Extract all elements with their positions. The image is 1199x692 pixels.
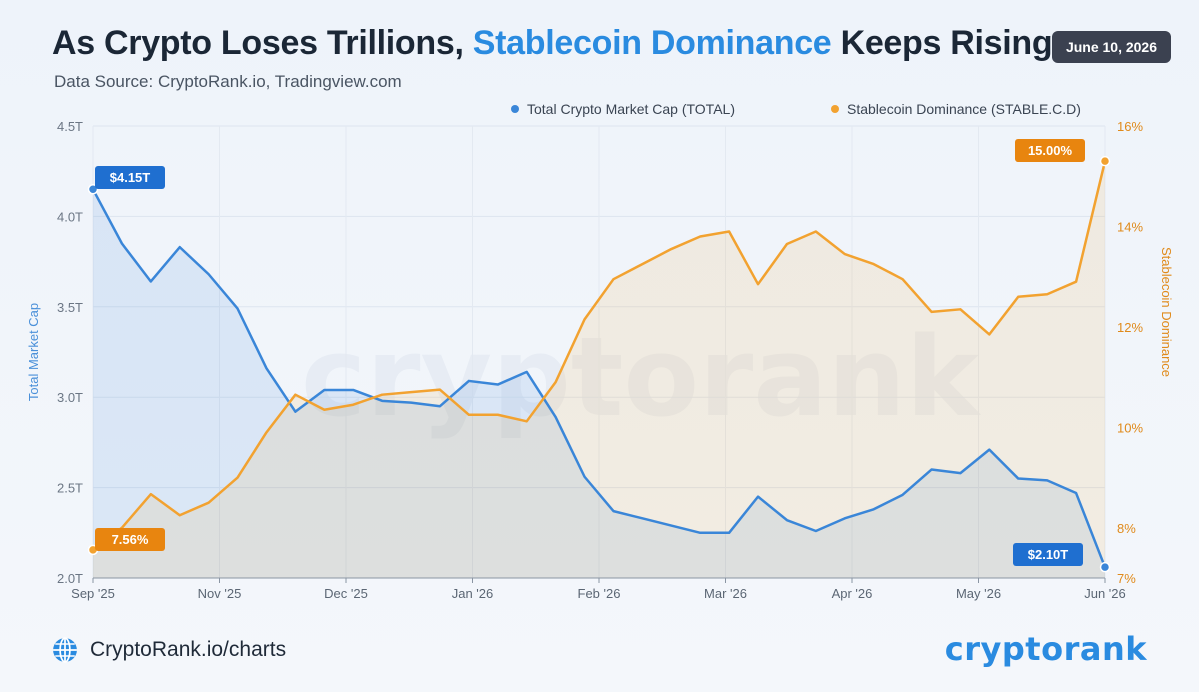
annotation-label: 7.56% — [112, 532, 149, 547]
title-part2: Keeps Rising — [831, 24, 1053, 62]
y-left-tick-label: 2.5T — [57, 481, 83, 496]
y-left-tick-label: 4.0T — [57, 209, 83, 224]
globe-icon — [53, 637, 77, 663]
y-right-tick-label: 10% — [1117, 420, 1143, 435]
market-cap-area — [93, 189, 1105, 578]
x-tick-label: Jan '26 — [452, 586, 494, 601]
annotation-badge: 15.00% — [1015, 139, 1085, 162]
annotation-label: $4.15T — [110, 170, 151, 185]
dominance-line — [92, 160, 1107, 551]
legend-marker — [511, 105, 519, 113]
x-tick-label: Apr '26 — [832, 586, 873, 601]
legend-label: Stablecoin Dominance (STABLE.C.D) — [847, 101, 1081, 117]
y-right-tick-label: 16% — [1117, 119, 1143, 134]
dominance-area — [93, 161, 1105, 578]
annotation-badge: $4.15T — [95, 166, 165, 189]
y-left-axis-label: Total Market Cap — [26, 303, 41, 401]
legend-label: Total Crypto Market Cap (TOTAL) — [527, 101, 735, 117]
x-tick-label: Mar '26 — [704, 586, 747, 601]
market-cap-line — [91, 188, 1107, 568]
y-right-tick-label: 8% — [1117, 521, 1136, 536]
legend-marker — [831, 105, 839, 113]
x-tick-label: Feb '26 — [578, 586, 621, 601]
watermark: cryptorank — [301, 313, 982, 441]
annotation-label: 15.00% — [1028, 143, 1073, 158]
annotation-bg — [95, 166, 165, 189]
date-badge: June 10, 2026 — [1051, 31, 1171, 63]
legend: Total Crypto Market Cap (TOTAL) Stablecoi… — [511, 101, 1081, 117]
y-left-tick-label: 4.5T — [57, 119, 83, 134]
annotation-badge: $2.10T — [1013, 543, 1083, 566]
title-part1: As Crypto Loses Trillions, — [52, 24, 473, 62]
x-tick-label: Dec '25 — [324, 586, 368, 601]
y-left-tick-label: 3.0T — [57, 390, 83, 405]
y-right-tick-label: 14% — [1117, 219, 1143, 234]
y-right-tick-label: 7% — [1117, 571, 1136, 586]
endpoint-marker — [1099, 155, 1111, 167]
y-left-tick-label: 3.5T — [57, 300, 83, 315]
annotation-bg — [95, 528, 165, 551]
annotation-bg — [1015, 139, 1085, 162]
annotation-label: $2.10T — [1028, 547, 1069, 562]
x-tick-label: May '26 — [956, 586, 1001, 601]
annotation-bg — [1013, 543, 1083, 566]
title-highlight: Stablecoin Dominance — [472, 24, 832, 62]
brand-logo: cryptorank — [944, 630, 1147, 668]
y-left-tick-label: 2.0T — [57, 571, 83, 586]
y-right-axis-label: Stablecoin Dominance — [1159, 247, 1174, 377]
x-tick-label: Nov '25 — [198, 586, 242, 601]
x-tick-label: Sep '25 — [71, 586, 115, 601]
x-tick-label: Jun '26 — [1084, 586, 1126, 601]
page-title: As Crypto Loses Trillions, Stablecoin Do… — [52, 24, 1053, 63]
endpoint-marker — [1099, 561, 1111, 573]
data-source: Data Source: CryptoRank.io, Tradingview.… — [54, 72, 402, 91]
annotation-badge: 7.56% — [95, 528, 165, 551]
footer-link-text[interactable]: CryptoRank.io/charts — [90, 638, 287, 661]
y-right-tick-label: 12% — [1117, 320, 1143, 335]
footer-link[interactable]: CryptoRank.io/charts — [52, 637, 286, 663]
